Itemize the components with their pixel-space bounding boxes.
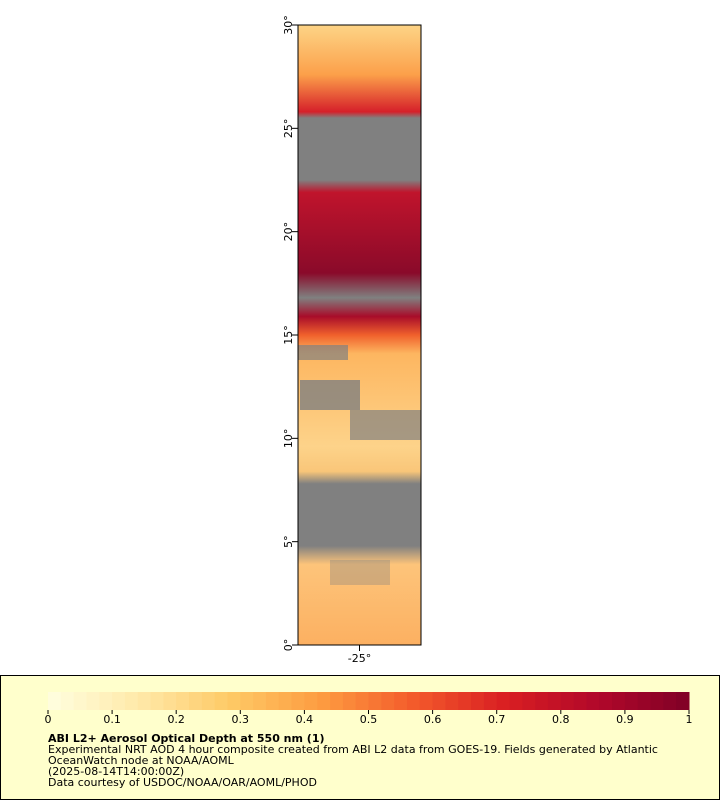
colorbar-step: [86, 692, 100, 710]
lat-tick-label: 5°: [282, 535, 295, 548]
colorbar-tick-label: 0.2: [167, 713, 185, 726]
colorbar-tick-label: 0.9: [616, 713, 634, 726]
colorbar-step: [227, 692, 241, 710]
colorbar-step: [330, 692, 344, 710]
no-data-patch: [350, 410, 421, 440]
colorbar-step: [291, 692, 305, 710]
colorbar-tick-label: 1: [686, 713, 693, 726]
colorbar-tick-label: 0.1: [103, 713, 121, 726]
colorbar-step: [586, 692, 600, 710]
legend-line: Data courtesy of USDOC/NOAA/OAR/AOML/PHO…: [48, 776, 317, 789]
colorbar-step: [394, 692, 408, 710]
lat-tick-label: 15°: [282, 325, 295, 345]
colorbar-step: [265, 692, 280, 710]
colorbar-step: [189, 692, 203, 710]
colorbar-step: [547, 692, 562, 710]
aod-field: [298, 25, 421, 645]
colorbar-step: [676, 692, 690, 710]
colorbar-tick-label: 0.6: [424, 713, 442, 726]
legend-line: (2025-08-14T14:00:00Z): [48, 765, 184, 778]
colorbar-step: [214, 692, 228, 710]
colorbar-step: [60, 692, 75, 710]
lat-tick-label: 30°: [282, 15, 295, 35]
colorbar-step: [483, 692, 498, 710]
colorbar-tick-label: 0.7: [488, 713, 506, 726]
colorbar-step: [253, 692, 267, 710]
colorbar-step: [599, 692, 613, 710]
no-data-patch: [298, 345, 348, 360]
colorbar-tick-label: 0.5: [360, 713, 378, 726]
legend-line: Experimental NRT AOD 4 hour composite cr…: [48, 743, 658, 756]
lon-tick-label: -25°: [348, 652, 371, 665]
colorbar-step: [137, 692, 152, 710]
colorbar-tick-label: 0.3: [232, 713, 250, 726]
colorbar-step: [432, 692, 446, 710]
colorbar-tick-label: 0.4: [296, 713, 314, 726]
colorbar-step: [612, 692, 626, 710]
colorbar-step: [406, 692, 421, 710]
colorbar-step: [112, 692, 126, 710]
legend-title: ABI L2+ Aerosol Optical Depth at 550 nm …: [48, 732, 325, 745]
colorbar-step: [663, 692, 677, 710]
colorbar-step: [419, 692, 434, 710]
colorbar-step: [368, 692, 382, 710]
colorbar-step: [560, 692, 575, 710]
colorbar-step: [73, 692, 87, 710]
no-data-patch: [330, 560, 390, 585]
colorbar-step: [496, 692, 511, 710]
colorbar-step: [304, 692, 318, 710]
colorbar-step: [176, 692, 190, 710]
colorbar-step: [624, 692, 639, 710]
colorbar-step: [637, 692, 652, 710]
colorbar-step: [458, 692, 472, 710]
colorbar-step: [124, 692, 139, 710]
colorbar-step: [509, 692, 523, 710]
colorbar-step: [342, 692, 357, 710]
colorbar-step: [471, 692, 485, 710]
colorbar-step: [445, 692, 459, 710]
colorbar-step: [99, 692, 113, 710]
colorbar-step: [381, 692, 395, 710]
colorbar-step: [573, 692, 587, 710]
colorbar-tick-label: 0.8: [552, 713, 570, 726]
map-raster: [297, 24, 422, 646]
lat-tick-label: 10°: [282, 429, 295, 449]
colorbar-step: [535, 692, 549, 710]
colorbar-tick-label: 0: [45, 713, 52, 726]
colorbar-step: [201, 692, 216, 710]
lat-tick-label: 0°: [282, 639, 295, 652]
legend-line: OceanWatch node at NOAA/AOML: [48, 754, 235, 767]
colorbar-step: [355, 692, 369, 710]
colorbar-step: [278, 692, 293, 710]
colorbar-step: [317, 692, 331, 710]
colorbar-step: [240, 692, 254, 710]
colorbar-step: [650, 692, 664, 710]
colorbar-step: [522, 692, 536, 710]
lat-tick-label: 20°: [282, 222, 295, 242]
colorbar-step: [150, 692, 164, 710]
colorbar-step: [163, 692, 177, 710]
lat-tick-label: 25°: [282, 119, 295, 139]
colorbar-step: [48, 692, 62, 710]
no-data-patch: [300, 380, 360, 410]
